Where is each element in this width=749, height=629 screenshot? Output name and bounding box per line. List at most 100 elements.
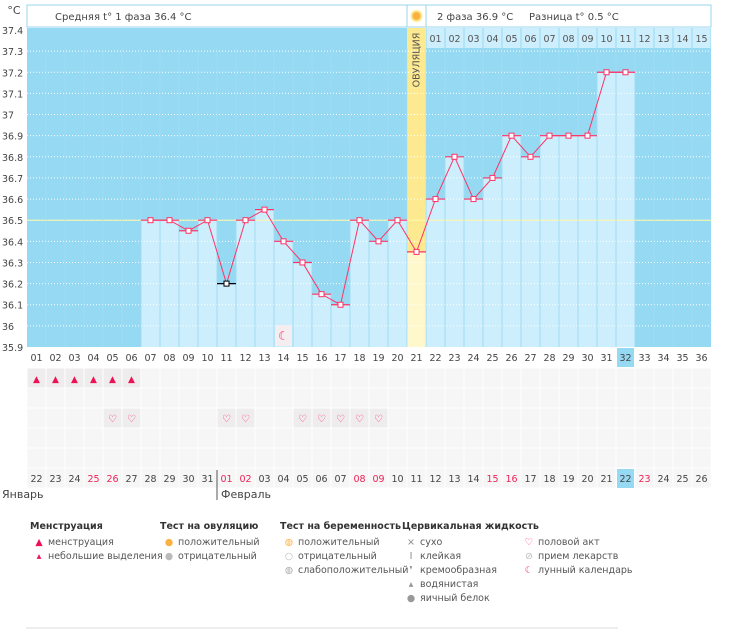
symbol-cell <box>331 388 350 408</box>
date-cell <box>27 468 46 488</box>
ovulation-label: ОВУЛЯЦИЯ <box>412 33 423 88</box>
legend-label: положительный <box>298 537 380 548</box>
cycle-day-label: 06 <box>125 353 137 364</box>
symbol-cell <box>502 388 521 408</box>
date-label: 17 <box>524 474 536 485</box>
symbol-cell <box>426 368 445 388</box>
legend-item: ▴ водянистая <box>402 578 539 592</box>
symbol-cell <box>445 428 464 448</box>
symbol-cell <box>597 408 616 428</box>
date-label: 26 <box>106 474 118 485</box>
legend-item: ▲ менструация <box>30 536 163 550</box>
legend-title <box>520 521 633 532</box>
cycle-day-label: 21 <box>410 353 422 364</box>
symbol-cell <box>559 388 578 408</box>
small-drop-icon: ▴ <box>36 551 42 562</box>
phase2-day-label: 05 <box>505 34 517 45</box>
date-label: 20 <box>581 474 593 485</box>
symbol-cell <box>274 428 293 448</box>
date-label: 27 <box>125 474 137 485</box>
heart-icon: ♡ <box>317 414 326 425</box>
phase2-day-label: 09 <box>581 34 593 45</box>
y-tick-label: 36.2 <box>2 280 23 291</box>
symbol-cell <box>369 408 388 428</box>
symbol-cell <box>331 448 350 468</box>
symbol-cell <box>692 388 711 408</box>
symbol-cell <box>502 428 521 448</box>
negative-test-icon: ○ <box>284 551 294 562</box>
legend-label: яичный белок <box>420 593 490 604</box>
symbol-cell <box>692 428 711 448</box>
phase2-day-cell <box>673 28 692 48</box>
legend-title: Цервикальная жидкость <box>402 521 539 532</box>
temperature-point <box>242 217 249 224</box>
date-label: 15 <box>486 474 498 485</box>
symbol-cell <box>692 448 711 468</box>
temperature-point <box>204 217 211 224</box>
symbol-cell <box>160 388 179 408</box>
temperature-bar <box>179 230 198 347</box>
symbol-cell <box>179 428 198 448</box>
phase2-day-cell <box>578 28 597 48</box>
symbol-cell <box>464 388 483 408</box>
legend-group: Тест на беременность ◍ положительный ○ отриц… <box>280 521 408 578</box>
symbol-cell <box>369 428 388 448</box>
heart-icon: ♡ <box>374 414 383 425</box>
legend-item: ❜ кремообразная <box>402 564 539 578</box>
symbol-cell <box>65 368 84 388</box>
creamy-icon: ❜ <box>409 565 413 576</box>
symbol-cell <box>103 448 122 468</box>
symbol-cell <box>274 388 293 408</box>
symbol-cell <box>521 448 540 468</box>
date-cell <box>578 468 597 488</box>
cycle-day-label: 12 <box>239 353 251 364</box>
date-cell <box>255 468 274 488</box>
legend-label: небольшие выделения <box>48 551 163 562</box>
symbol-cell <box>46 428 65 448</box>
date-label: 25 <box>676 474 688 485</box>
temperature-bar <box>255 209 274 347</box>
date-cell <box>331 468 350 488</box>
heart-icon: ♡ <box>108 414 117 425</box>
temperature-bar <box>426 199 445 347</box>
legend-item: ◍ слабоположительный <box>280 564 409 578</box>
symbol-cell <box>198 408 217 428</box>
symbol-cell <box>426 448 445 468</box>
date-label: 25 <box>87 474 99 485</box>
symbol-cell <box>407 428 426 448</box>
egg-white-icon: ● <box>406 593 416 604</box>
symbol-cell <box>654 408 673 428</box>
cycle-day-label: 08 <box>163 353 175 364</box>
date-label: 23 <box>49 474 61 485</box>
phase2-day-cell <box>540 28 559 48</box>
symbol-cell <box>103 408 122 428</box>
legend-label: водянистая <box>420 579 479 590</box>
symbol-cell <box>369 448 388 468</box>
symbol-cell <box>331 368 350 388</box>
temperature-point <box>451 153 458 160</box>
temperature-point <box>299 259 306 266</box>
y-tick-label: 36.1 <box>2 301 23 312</box>
date-cell <box>445 468 464 488</box>
sticky-icon: I <box>409 551 413 562</box>
phase2-day-label: 10 <box>600 34 612 45</box>
temperature-bar <box>578 135 597 347</box>
symbol-cell <box>293 408 312 428</box>
legend-item: ◍ положительный <box>280 536 408 550</box>
temperature-point <box>489 174 496 181</box>
symbol-cell <box>597 368 616 388</box>
temperature-bar <box>597 72 616 348</box>
temperature-point <box>223 280 230 287</box>
cycle-day-label: 26 <box>505 353 517 364</box>
symbol-cell <box>388 448 407 468</box>
symbol-cell <box>122 448 141 468</box>
temperature-bar <box>331 304 350 347</box>
symbol-cell <box>141 388 160 408</box>
moon-icon: ☾ <box>524 565 534 576</box>
symbol-cell <box>179 368 198 388</box>
temperature-bar <box>502 135 521 347</box>
pill-icon: ⊘ <box>525 551 533 562</box>
